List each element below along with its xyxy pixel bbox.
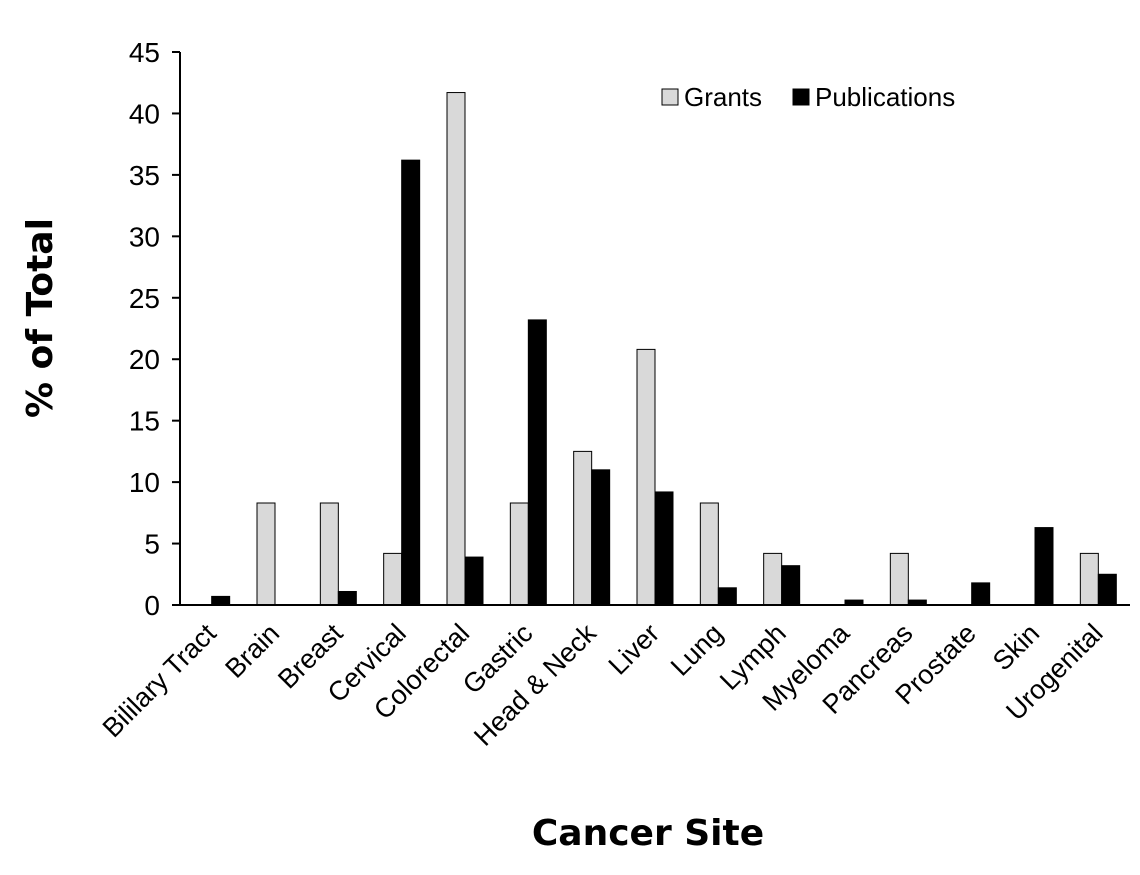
bar-publications-skin [1034,527,1054,606]
bar-grants-pancreas [889,552,909,606]
x-axis-title: Cancer Site [532,813,764,854]
y-tick-label: 25 [129,283,160,314]
bar-grants-urogenital [1079,552,1099,606]
bar-publications-colorectal [464,556,484,606]
bar-publications-prostate [971,582,991,606]
y-tick-label: 10 [129,467,160,498]
legend-swatch-publications [792,88,810,106]
bar-grants-brain [256,502,276,606]
y-tick-label: 45 [129,37,160,68]
axes-layer [179,52,1130,606]
bars-layer [211,92,1117,606]
bar-grants-breast [319,502,339,606]
x-tick-labels: Bililary TractBrainBreastCervicalColorec… [97,617,1109,751]
bar-grants-colorectal [446,92,466,606]
bar-grants-lung [699,502,719,606]
y-axis-title: % of Total [20,218,61,418]
bar-grants-liver [636,348,656,606]
bar-publications-lung [717,587,737,606]
y-tick-label: 15 [129,406,160,437]
bar-publications-lymph [781,565,801,606]
y-tick-label: 35 [129,160,160,191]
bar-publications-urogenital [1097,573,1117,606]
y-ticks: 0 5 10 15 20 25 30 35 40 45 [129,37,180,621]
bar-grants-head-and-neck [573,450,593,606]
y-tick-label: 20 [129,344,160,375]
legend: Grants Publications [661,82,955,112]
bar-grants-cervical [383,552,403,606]
bar-publications-bililary-tract [211,595,231,606]
bar-grants-lymph [763,552,783,606]
legend-label-publications: Publications [815,82,955,112]
bar-publications-gastric [527,319,547,606]
bar-publications-breast [337,590,357,606]
y-tick-label: 0 [144,590,160,621]
y-tick-label: 5 [144,529,160,560]
bar-grants-gastric [509,502,529,606]
x-tick-label-bililary-tract: Bililary Tract [97,618,223,744]
y-tick-label: 30 [129,221,160,252]
bar-publications-cervical [401,159,421,606]
bar-publications-liver [654,491,674,606]
y-tick-label: 40 [129,98,160,129]
bar-publications-head-and-neck [591,469,611,606]
legend-swatch-grants [661,88,679,106]
x-tick-label-liver: Liver [603,618,666,681]
legend-label-grants: Grants [684,82,762,112]
